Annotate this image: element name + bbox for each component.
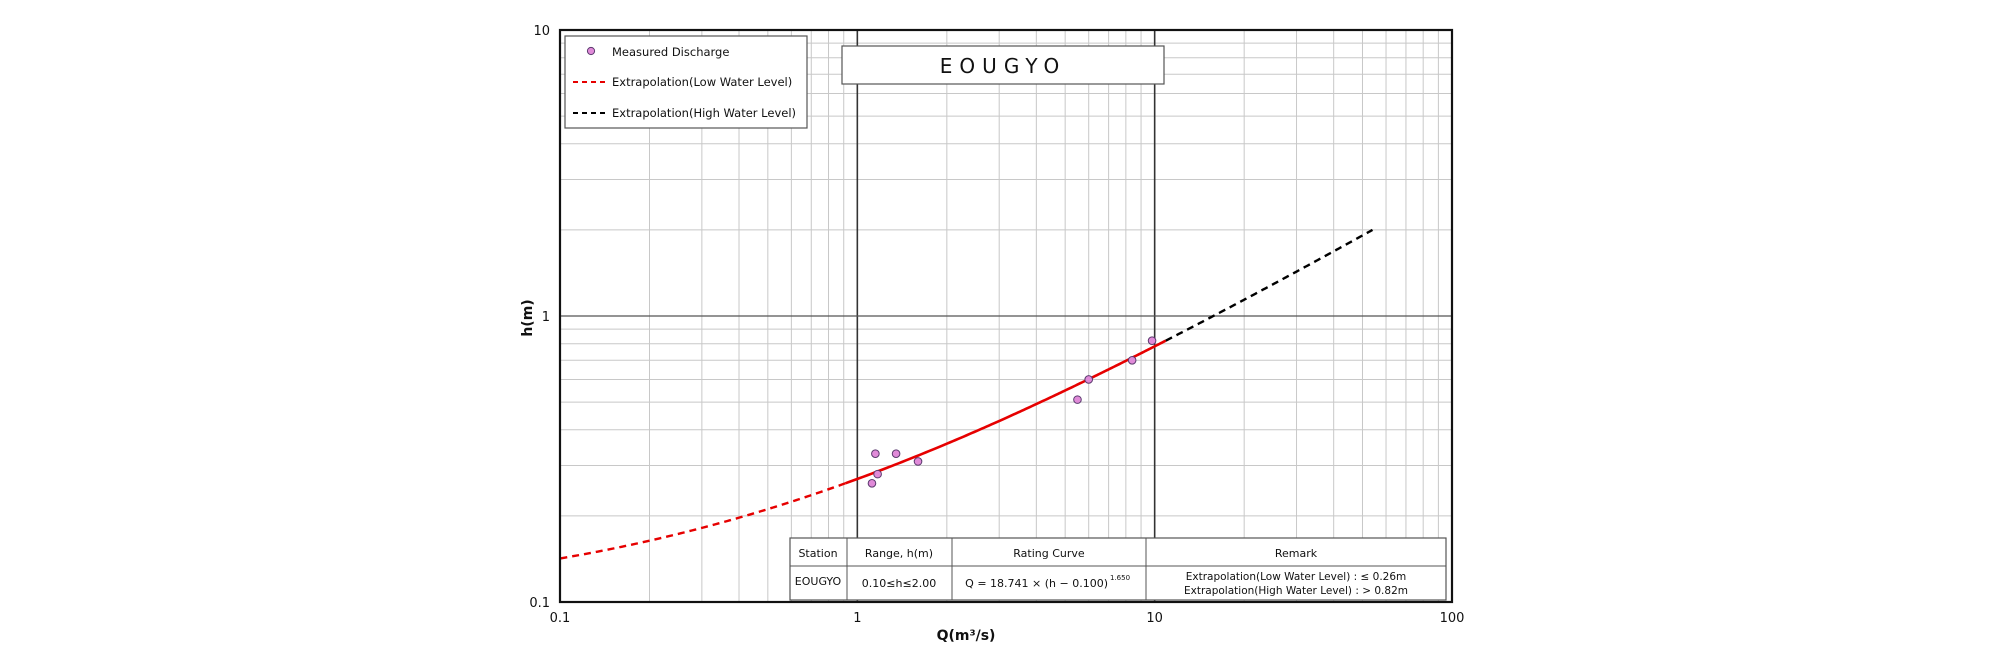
y-tick-labels: 0.1 1 10 bbox=[529, 24, 550, 611]
rating-curve-table: Station Range, h(m) Rating Curve Remark … bbox=[789, 537, 1447, 601]
measured-points bbox=[867, 336, 1157, 488]
y-tick-label: 0.1 bbox=[529, 596, 550, 611]
rating-curve-fit-line bbox=[844, 339, 1167, 485]
x-tick-label: 100 bbox=[1440, 611, 1465, 626]
table-header-rating-curve: Rating Curve bbox=[1013, 547, 1085, 560]
measured-point bbox=[1127, 356, 1137, 365]
table-range-value: 0.10≤h≤2.00 bbox=[862, 577, 936, 590]
measured-point bbox=[873, 469, 882, 479]
table-header-remark: Remark bbox=[1275, 547, 1318, 560]
measured-point bbox=[1084, 375, 1094, 384]
measured-point bbox=[1147, 336, 1157, 345]
y-axis-label: h(m) bbox=[520, 299, 536, 336]
measured-point bbox=[1073, 395, 1082, 404]
table-remark-low: Extrapolation(Low Water Level) : ≤ 0.26m bbox=[1186, 571, 1407, 583]
legend-label-low: Extrapolation(Low Water Level) bbox=[612, 75, 792, 89]
major-grid bbox=[560, 30, 1452, 602]
x-tick-label: 1 bbox=[853, 611, 861, 626]
chart-title: EOUGYO bbox=[940, 54, 1066, 78]
low-water-extrapolation-line bbox=[560, 482, 846, 560]
measured-point bbox=[891, 449, 901, 459]
table-header-station: Station bbox=[798, 547, 837, 560]
x-axis-label: Q(m³/s) bbox=[937, 628, 996, 644]
x-tick-label: 10 bbox=[1146, 611, 1163, 626]
table-header-range: Range, h(m) bbox=[865, 547, 933, 560]
table-rating-curve-exponent: 1.650 bbox=[1110, 574, 1130, 582]
measured-point bbox=[871, 449, 880, 459]
table-station-value: EOUGYO bbox=[795, 575, 842, 588]
table-remark-high: Extrapolation(High Water Level) : > 0.82… bbox=[1184, 585, 1408, 597]
x-tick-label: 0.1 bbox=[550, 611, 571, 626]
y-tick-label: 10 bbox=[533, 24, 550, 39]
legend: Measured Discharge Extrapolation(Low Wat… bbox=[564, 35, 808, 129]
table-rating-curve-equation: Q = 18.741 × (h − 0.100) bbox=[965, 577, 1108, 590]
rating-curves bbox=[560, 228, 1374, 560]
plot-frame bbox=[558, 28, 1454, 604]
measured-point bbox=[867, 479, 877, 488]
high-water-extrapolation-line bbox=[1165, 228, 1374, 342]
legend-label-high: Extrapolation(High Water Level) bbox=[612, 106, 796, 120]
chart-title-box: EOUGYO bbox=[841, 45, 1165, 85]
y-tick-label: 1 bbox=[542, 310, 550, 325]
legend-label-measured: Measured Discharge bbox=[612, 45, 729, 59]
x-tick-labels: 0.1 1 10 100 bbox=[550, 611, 1465, 626]
measured-point bbox=[913, 457, 923, 466]
legend-marker-measured bbox=[586, 46, 596, 56]
